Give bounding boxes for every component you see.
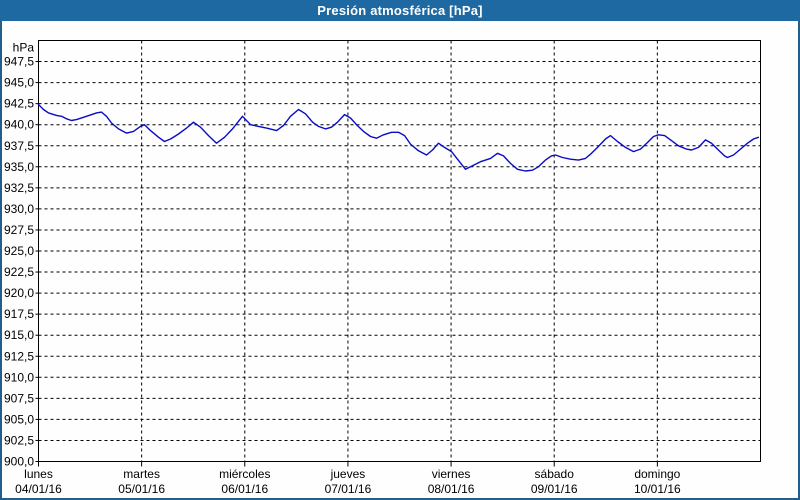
day-name-label: jueves: [330, 467, 366, 481]
day-name-label: lunes: [24, 467, 53, 481]
plot-border: [38, 40, 761, 462]
y-tick-label: 910,0: [4, 370, 34, 384]
y-tick-label: 932,5: [4, 181, 34, 195]
day-name-label: miércoles: [219, 467, 270, 481]
day-date-label: 10/01/16: [634, 482, 681, 496]
y-tick-label: 947,5: [4, 55, 34, 69]
y-tick-label: 945,0: [4, 76, 34, 90]
day-name-label: sábado: [535, 467, 575, 481]
y-tick-label: 912,5: [4, 349, 34, 363]
day-date-label: 06/01/16: [221, 482, 268, 496]
y-tick-label: 900,0: [4, 455, 34, 469]
y-tick-label: 922,5: [4, 265, 34, 279]
y-axis-unit-label: hPa: [13, 41, 35, 55]
title-bar: Presión atmosférica [hPa]: [0, 0, 800, 21]
pressure-line: [37, 103, 760, 172]
y-tick-label: 935,0: [4, 160, 34, 174]
y-tick-label: 937,5: [4, 139, 34, 153]
y-tick-label: 927,5: [4, 223, 34, 237]
y-tick-label: 905,0: [4, 412, 34, 426]
y-tick-label: 942,5: [4, 97, 34, 111]
day-date-label: 04/01/16: [15, 482, 62, 496]
y-tick-label: 915,0: [4, 328, 34, 342]
day-date-label: 05/01/16: [118, 482, 165, 496]
day-name-label: martes: [123, 467, 160, 481]
y-tick-label: 920,0: [4, 286, 34, 300]
y-tick-label: 902,5: [4, 433, 34, 447]
day-name-label: domingo: [634, 467, 680, 481]
y-tick-label: 925,0: [4, 244, 34, 258]
y-tick-label: 940,0: [4, 118, 34, 132]
y-tick-label: 907,5: [4, 391, 34, 405]
window-title: Presión atmosférica [hPa]: [317, 3, 483, 18]
y-tick-label: 917,5: [4, 307, 34, 321]
day-date-label: 08/01/16: [428, 482, 475, 496]
day-date-label: 07/01/16: [325, 482, 372, 496]
day-date-label: 09/01/16: [531, 482, 578, 496]
day-name-label: viernes: [432, 467, 471, 481]
y-tick-label: 930,0: [4, 202, 34, 216]
